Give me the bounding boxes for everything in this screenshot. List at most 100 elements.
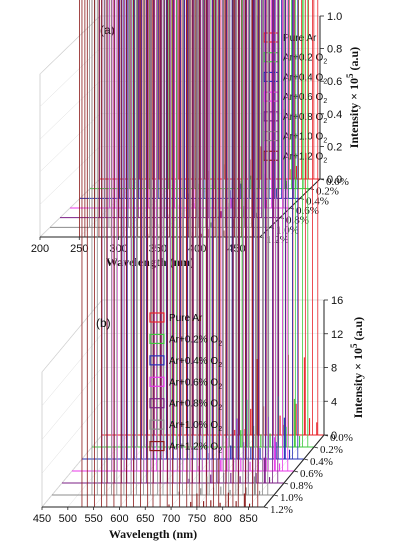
legend-swatch <box>149 419 165 430</box>
legend-entry: Ar+0.2% O2 <box>169 334 222 347</box>
legend-entry-sub: 2 <box>218 340 222 347</box>
legend-entry-name: Ar+1.0 O <box>283 132 324 143</box>
z-tick-label: 0.4 <box>327 109 342 121</box>
x-tick-label: 600 <box>110 513 128 525</box>
legend-entry-sub: 2 <box>218 448 222 455</box>
legend-entry: Ar+0.6 O2 <box>283 92 327 105</box>
z-tick-label: 0 <box>331 430 337 442</box>
series-1 <box>92 0 314 448</box>
left-wall <box>39 15 101 238</box>
legend-entry-sub: 2 <box>218 362 222 369</box>
panel-a: 200250300350400450Wavelength (nm)0.0%0.2… <box>31 0 361 269</box>
legend-entry: Ar+1.2 O2 <box>283 151 327 164</box>
depth-tick-label: 1.2% <box>270 504 293 516</box>
legend-entry-name: Ar+0.2 O <box>283 53 324 64</box>
z-tick-label: 16 <box>331 295 343 307</box>
depth-tick-mark <box>273 494 279 497</box>
panel-label: (b) <box>96 316 111 330</box>
z-tick-label: 8 <box>331 363 337 375</box>
depth-tick-label: 0.6% <box>300 468 323 480</box>
x-tick-label: 750 <box>188 513 206 525</box>
z-tick-label: 0.0 <box>327 174 342 186</box>
x-axis-label: Wavelength (nm) <box>106 255 194 269</box>
legend-swatch <box>149 398 165 409</box>
x-tick-label: 700 <box>162 513 180 525</box>
x-axis-label: Wavelength (nm) <box>109 527 197 541</box>
series-6 <box>42 0 264 508</box>
z-tick-label: 12 <box>331 329 343 341</box>
legend-swatch <box>149 376 165 387</box>
legend-entry-sub: 2 <box>323 78 327 85</box>
legend-entry: Ar+1.0 O2 <box>283 132 327 145</box>
legend-entry-name: Ar+1.2% O <box>169 442 218 453</box>
legend-entry-sub: 2 <box>218 426 222 433</box>
x-tick-label: 450 <box>33 513 51 525</box>
legend-entry: Pure Ar <box>283 33 317 44</box>
x-tick-label: 800 <box>214 513 232 525</box>
depth-tick-label: 0.0% <box>330 432 353 444</box>
z-tick-label: 0.2 <box>327 141 342 153</box>
series-3 <box>72 0 294 472</box>
legend-entry-name: Pure Ar <box>283 33 317 44</box>
legend-swatch <box>149 312 165 323</box>
z-axis-label-main: Intensity × 10 <box>351 348 365 418</box>
legend-entry: Ar+0.8 O2 <box>283 112 327 125</box>
z-tick-label: 4 <box>331 396 337 408</box>
x-tick-label: 500 <box>59 513 77 525</box>
z-axis-label-sup: 5 <box>345 73 355 78</box>
depth-tick-mark <box>279 217 285 220</box>
z-tick-label: 1.0 <box>327 11 342 23</box>
depth-tick-label: 0.8% <box>290 480 313 492</box>
depth-tick-label: 1.0% <box>280 492 303 504</box>
z-axis-label: Intensity × 105 (a.u) <box>349 317 365 418</box>
z-gridline-left <box>39 146 101 205</box>
legend-entry-sub: 2 <box>323 98 327 105</box>
z-axis-label-sup: 5 <box>349 343 359 348</box>
legend-swatch <box>149 355 165 366</box>
legend-entry: Ar+0.6% O2 <box>169 377 222 390</box>
depth-tick-mark <box>313 446 319 449</box>
legend-entry: Pure Ar <box>169 313 203 324</box>
z-gridline-left <box>41 401 103 474</box>
z-tick-label: 0.8 <box>327 44 342 56</box>
legend-entry-name: Ar+0.4% O <box>169 356 218 367</box>
z-axis-label-main: Intensity × 10 <box>347 78 361 148</box>
legend-entry-name: Ar+0.4 O <box>283 72 324 83</box>
legend-entry-name: Ar+0.2% O <box>169 334 218 345</box>
legend-entry: Ar+1.0% O2 <box>169 420 222 433</box>
legend-entry-name: Ar+0.6% O <box>169 377 218 388</box>
series-2 <box>82 0 304 460</box>
x-tick-label: 550 <box>84 513 102 525</box>
depth-tick-mark <box>299 197 305 200</box>
legend-entry-name: Ar+0.8% O <box>169 399 218 410</box>
legend-entry-name: Ar+1.0% O <box>169 420 218 431</box>
series-4 <box>62 0 284 484</box>
legend-entry-sub: 2 <box>323 138 327 145</box>
legend-entry-name: Ar+0.6 O <box>283 92 324 103</box>
x-tick-label: 200 <box>31 243 49 255</box>
z-gridline-left <box>39 15 101 75</box>
depth-tick-mark <box>289 207 295 210</box>
legend-entry-sub: 2 <box>323 118 327 125</box>
legend-entry: Ar+0.4% O2 <box>169 356 222 369</box>
legend-entry-sub: 2 <box>218 383 222 390</box>
z-gridline-left <box>39 81 101 140</box>
legend-entry: Ar+1.2% O2 <box>169 442 222 455</box>
x-tick-label: 250 <box>70 243 88 255</box>
z-axis-label-unit: (a.u) <box>351 317 365 344</box>
z-gridline-left <box>39 113 101 172</box>
x-tick-label: 850 <box>239 513 257 525</box>
z-axis-label-unit: (a.u) <box>347 47 361 74</box>
z-gridline-left <box>41 299 103 373</box>
legend-entry-sub: 2 <box>323 157 327 164</box>
series-5 <box>52 0 274 496</box>
x-tick-label: 650 <box>136 513 154 525</box>
z-gridline-left <box>41 333 103 406</box>
z-axis-label: Intensity × 105 (a.u) <box>345 47 361 148</box>
legend-entry: Ar+0.4 O2 <box>283 72 327 85</box>
z-gridline-left <box>39 48 101 107</box>
legend-swatch <box>149 333 165 345</box>
depth-tick-mark <box>309 188 315 191</box>
